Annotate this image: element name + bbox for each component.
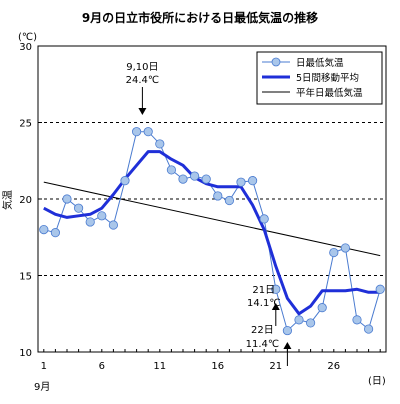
data-point-daily-min bbox=[236, 177, 246, 187]
data-point-daily-min bbox=[85, 217, 95, 227]
data-point-daily-min bbox=[74, 203, 84, 213]
legend-marker-daily-min bbox=[271, 57, 281, 67]
data-point-daily-min bbox=[352, 315, 362, 325]
data-point-daily-min bbox=[329, 247, 339, 258]
series-layer bbox=[39, 127, 385, 336]
legend-label: 日最低気温 bbox=[296, 57, 344, 69]
x-tick-label: 6 bbox=[99, 361, 105, 372]
annotation-label: 14.1℃ bbox=[247, 298, 281, 309]
data-point-daily-min bbox=[143, 127, 153, 137]
data-point-daily-min bbox=[340, 243, 350, 253]
data-point-daily-min bbox=[108, 220, 119, 230]
data-point-daily-min bbox=[259, 214, 269, 224]
y-tick-label: 30 bbox=[19, 42, 32, 53]
annotation-arrowhead bbox=[271, 303, 280, 310]
x-tick-label: 11 bbox=[153, 361, 166, 372]
legend-label: 平年日最低気温 bbox=[296, 87, 363, 99]
x-tick-label: 1 bbox=[41, 361, 47, 372]
series-moving-average-line bbox=[43, 150, 381, 316]
series-daily-min-line bbox=[43, 131, 381, 332]
gridlines bbox=[38, 122, 386, 276]
data-point-daily-min bbox=[50, 228, 61, 238]
annotation-arrowhead bbox=[138, 108, 147, 115]
legend-label: 5日間移動平均 bbox=[296, 72, 359, 84]
data-point-daily-min bbox=[248, 176, 258, 186]
y-tick-label: 15 bbox=[19, 272, 32, 283]
data-point-daily-min bbox=[201, 174, 211, 184]
x-unit-label: (日) bbox=[368, 376, 386, 387]
data-point-daily-min bbox=[166, 165, 176, 175]
data-point-daily-min bbox=[282, 325, 292, 336]
data-point-daily-min bbox=[271, 284, 281, 294]
data-point-daily-min bbox=[305, 318, 316, 328]
data-point-daily-min bbox=[363, 324, 374, 334]
y-unit-label: (℃) bbox=[18, 32, 37, 43]
y-axis-label: 気温 bbox=[1, 190, 14, 210]
y-tick-label: 20 bbox=[19, 195, 32, 206]
data-point-daily-min bbox=[294, 315, 304, 325]
annotation-label: 24.4℃ bbox=[126, 75, 160, 86]
data-point-daily-min bbox=[132, 127, 142, 137]
data-point-daily-min bbox=[62, 194, 72, 204]
y-tick-label: 10 bbox=[19, 348, 32, 359]
data-point-daily-min bbox=[120, 176, 130, 186]
month-label: 9月 bbox=[34, 381, 50, 393]
data-point-daily-min bbox=[39, 225, 49, 235]
x-tick-label: 21 bbox=[269, 361, 282, 372]
data-point-daily-min bbox=[317, 303, 327, 313]
data-point-daily-min bbox=[97, 211, 107, 221]
x-tick-label: 16 bbox=[211, 361, 224, 372]
annotation-label: 21日 bbox=[252, 285, 275, 296]
x-tick-label: 26 bbox=[327, 361, 340, 372]
data-point-daily-min bbox=[155, 139, 165, 149]
series-normal-min-line bbox=[43, 181, 381, 257]
annotations: 9,10日 24.4℃ 21日 14.1℃ 22日 11.4℃ bbox=[126, 62, 292, 366]
annotation-label: 9,10日 bbox=[126, 62, 158, 73]
data-point-daily-min bbox=[224, 195, 234, 206]
annotation-arrowhead bbox=[283, 342, 292, 349]
annotation-label: 22日 bbox=[251, 325, 274, 336]
annotation-label: 11.4℃ bbox=[246, 339, 280, 350]
data-point-daily-min bbox=[178, 174, 188, 184]
y-tick-label: 25 bbox=[19, 119, 32, 130]
data-point-daily-min bbox=[213, 191, 223, 201]
chart-title: 9月の日立市役所における日最低気温の推移 bbox=[82, 10, 318, 25]
data-point-daily-min bbox=[375, 284, 385, 294]
data-point-daily-min bbox=[190, 171, 200, 181]
